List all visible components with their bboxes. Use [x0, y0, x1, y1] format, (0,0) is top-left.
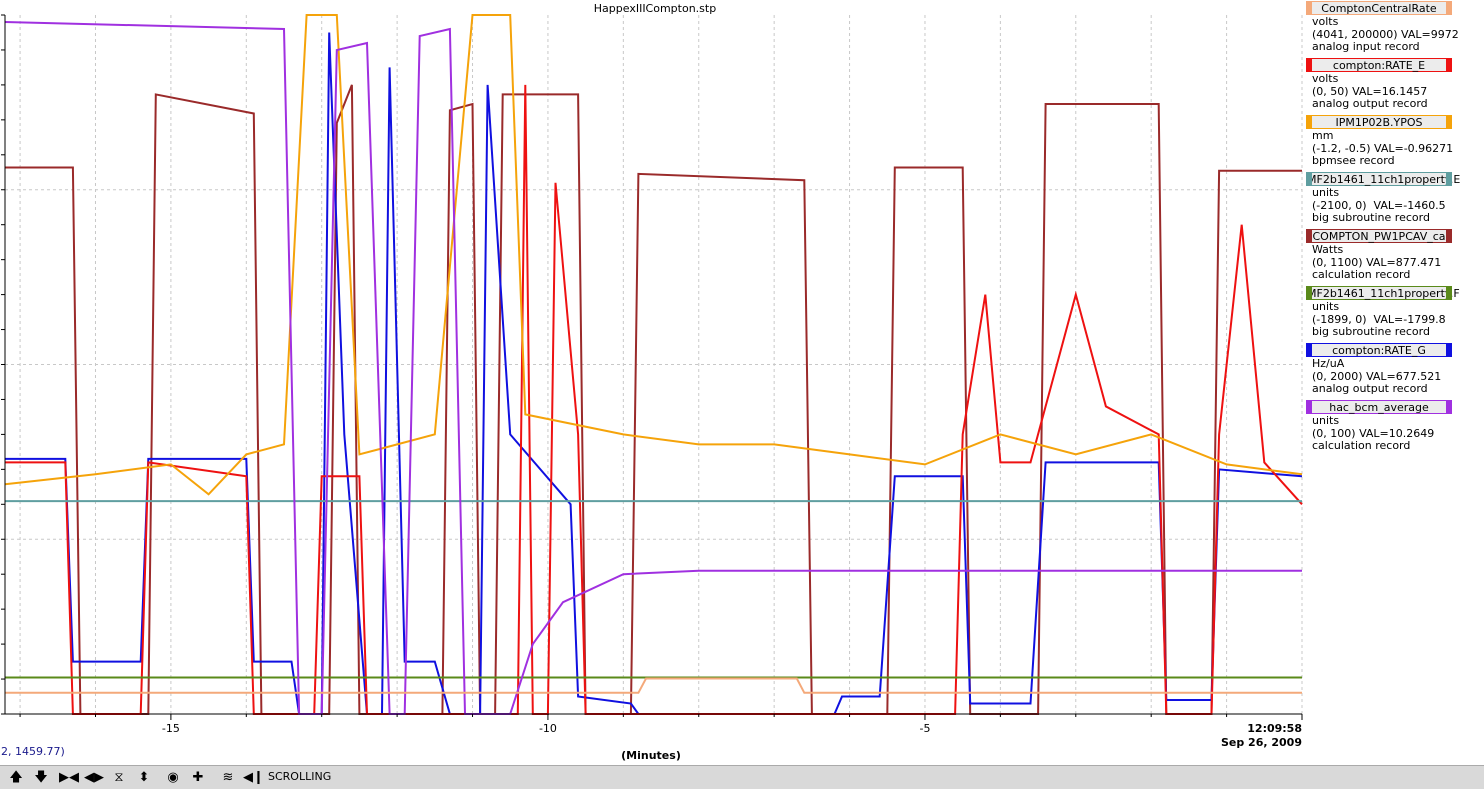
grid-lines [1, 14, 1303, 715]
center-icon[interactable]: ◉ [167, 770, 179, 785]
x-tick-label: -5 [919, 722, 930, 735]
series-line-hac-bcm-average [4, 21, 1302, 715]
legend-swatch [1446, 1, 1452, 15]
legend-swatch [1446, 58, 1452, 72]
legend-details: mm (-1.2, -0.5) VAL=-0.96271 bpmsee reco… [1312, 129, 1454, 167]
chart-title: HappexIIICompton.stp [594, 2, 716, 15]
series-layer [4, 14, 1303, 715]
legend-details: Hz/uA (0, 2000) VAL=677.521 analog outpu… [1312, 357, 1442, 395]
zoom-in-horizontal-icon[interactable]: ▶◀ [59, 770, 79, 785]
legend-swatch [1306, 58, 1312, 72]
zoom-out-horizontal-icon[interactable]: ◀▶ [84, 770, 104, 785]
x-axis-label: (Minutes) [621, 749, 681, 762]
legend-entry-button[interactable]: hac_bcm_average [1306, 400, 1452, 414]
legend-details: units (-2100, 0) VAL=-1460.5 big subrout… [1312, 186, 1446, 224]
coordinate-readout: 2, 1459.77) [1, 745, 65, 758]
zoom-in-vertical-icon[interactable]: ⧖ [114, 770, 124, 785]
down-arrow-icon[interactable]: 🡇 [34, 770, 48, 785]
strip-chart[interactable]: HappexIIICompton.stp -15 -10 -5 [0, 0, 1484, 765]
legend-swatch [1306, 343, 1312, 357]
legend-swatch [1306, 286, 1312, 300]
crosshair-icon[interactable]: ✚ [192, 770, 204, 785]
zoom-out-vertical-icon[interactable]: ⬍ [138, 770, 150, 785]
end-date-label: Sep 26, 2009 [1220, 736, 1302, 749]
x-tick-label: -15 [162, 722, 180, 735]
legend-details: volts (4041, 200000) VAL=9972 analog inp… [1312, 15, 1459, 53]
legend-entry-button[interactable]: MF2b1461_11ch1property.E [1306, 172, 1461, 186]
legend-entry-button[interactable]: compton:RATE_G [1306, 343, 1452, 357]
x-tick-label: -10 [539, 722, 557, 735]
series-line-ipm1p02b-ypos [4, 14, 1303, 496]
series-line-compton-rate-g [5, 32, 1303, 715]
series-line-compton-rate-e [5, 84, 1303, 715]
toolbar: 🡅 🡇 ▶◀ ◀▶ ⧖ ⬍ ◉ ✚ ≋ ◀❙ SCROLLING [0, 765, 1484, 789]
legend-swatch [1446, 229, 1452, 243]
legend-swatch [1306, 229, 1312, 243]
step-back-icon[interactable]: ◀❙ [243, 770, 264, 785]
legend-swatch [1446, 115, 1452, 129]
legend-swatch [1306, 115, 1312, 129]
auto-scale-icon[interactable]: ≋ [222, 770, 234, 785]
legend-swatch [1446, 343, 1452, 357]
legend-details: units (0, 100) VAL=10.2649 calculation r… [1312, 414, 1435, 452]
up-arrow-icon[interactable]: 🡅 [9, 770, 23, 785]
legend-details: volts (0, 50) VAL=16.1457 analog output … [1312, 72, 1428, 110]
legend-entry-button[interactable]: IPM1P02B.YPOS [1306, 115, 1452, 129]
legend-swatch [1306, 400, 1312, 414]
legend-details: units (-1899, 0) VAL=-1799.8 big subrout… [1312, 300, 1446, 338]
legend-swatch [1306, 1, 1312, 15]
scrolling-label: SCROLLING [268, 770, 332, 783]
legend-entry-button[interactable]: MF2b1461_11ch1property.F [1306, 286, 1460, 300]
legend-swatch [1446, 286, 1452, 300]
legend-swatch [1446, 172, 1452, 186]
end-time-label: 12:09:58 [1247, 722, 1302, 735]
legend-entry-button[interactable]: compton:RATE_E [1306, 58, 1452, 72]
series-line-compton-pw1pcav-ca [5, 84, 1302, 715]
legend-swatch [1446, 400, 1452, 414]
x-axis: -15 -10 -5 [5, 713, 1303, 735]
legend-entry-button[interactable]: COMPTON_PW1PCAV_ca [1306, 229, 1452, 243]
series-line-comptoncentralrate [5, 677, 1302, 694]
legend-swatch [1306, 172, 1312, 186]
legend-details: Watts (0, 1100) VAL=877.471 calculation … [1312, 243, 1442, 281]
legend-entry-button[interactable]: ComptonCentralRate [1306, 1, 1452, 15]
